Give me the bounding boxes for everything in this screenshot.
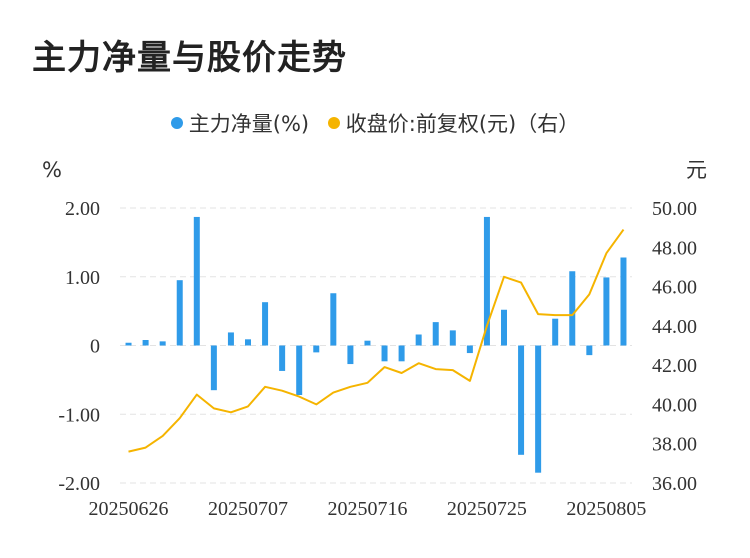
legend-item-net-volume[interactable]: 主力净量(%) <box>170 108 310 138</box>
price-line <box>128 229 625 453</box>
x-tick-label: 20250725 <box>447 498 527 520</box>
bar <box>552 318 559 346</box>
bar <box>330 293 337 346</box>
bar <box>364 340 371 346</box>
axis-labels: 2.00 1.00 0 -1.00 -2.00 50.00 48.00 46.00 44.00 4… <box>58 198 697 520</box>
x-tick-label: 20250805 <box>566 498 646 520</box>
x-tick-label: 20250626 <box>89 498 169 520</box>
bar <box>279 345 286 371</box>
y-right-unit: 元 <box>686 158 707 182</box>
bar <box>432 322 439 346</box>
y-left-tick-label: 1.00 <box>65 267 100 289</box>
bar <box>620 257 627 346</box>
bar <box>262 302 269 346</box>
bar <box>569 271 576 346</box>
bar <box>245 339 251 346</box>
bar <box>449 330 456 346</box>
x-tick-label: 20250707 <box>208 498 288 520</box>
bar <box>193 216 200 346</box>
line-series <box>128 229 625 453</box>
bar <box>296 345 303 395</box>
bar <box>142 340 149 346</box>
bar <box>501 309 507 346</box>
legend-label-net-volume: 主力净量(%) <box>188 112 310 136</box>
legend-label-close-price: 收盘价:前复权(元)（右） <box>345 112 580 136</box>
bar <box>227 332 234 346</box>
y-left-tick-label: -1.00 <box>58 404 100 426</box>
bar <box>176 280 183 346</box>
bar <box>535 345 542 473</box>
y-right-tick-label: 42.00 <box>652 355 697 377</box>
bar <box>159 341 166 346</box>
x-tick-label: 20250716 <box>327 498 407 520</box>
bar <box>313 345 320 353</box>
bar <box>483 216 490 346</box>
y-right-tick-label: 48.00 <box>652 237 697 259</box>
y-right-tick-label: 38.00 <box>652 434 697 456</box>
bar <box>398 345 405 362</box>
y-left-tick-label: 0 <box>90 336 100 358</box>
bar-series <box>125 216 627 473</box>
y-right-tick-label: 36.00 <box>652 473 697 495</box>
legend-marker-line <box>327 117 340 129</box>
chart-title: 主力净量与股价走势 <box>32 38 347 78</box>
legend-item-close-price[interactable]: 收盘价:前复权(元)（右） <box>327 108 580 138</box>
bar <box>347 345 354 365</box>
y-left-tick-label: -2.00 <box>58 473 100 495</box>
y-right-tick-label: 46.00 <box>652 277 697 299</box>
grid-layer <box>120 207 632 484</box>
chart-legend: 主力净量(%) 收盘价:前复权(元)（右） <box>0 108 750 138</box>
legend-marker-bar <box>170 117 183 129</box>
y-left-tick-label: 2.00 <box>65 198 100 220</box>
y-right-tick-label: 40.00 <box>652 394 697 416</box>
bar <box>125 342 132 346</box>
y-right-tick-label: 44.00 <box>652 316 697 338</box>
bar <box>518 345 525 455</box>
bar <box>603 277 610 346</box>
bar <box>210 345 217 391</box>
bar <box>586 345 593 356</box>
bar <box>415 334 422 346</box>
bar <box>466 345 473 354</box>
y-right-tick-label: 50.00 <box>652 198 697 220</box>
y-left-unit: % <box>42 158 62 182</box>
bar <box>381 345 388 362</box>
